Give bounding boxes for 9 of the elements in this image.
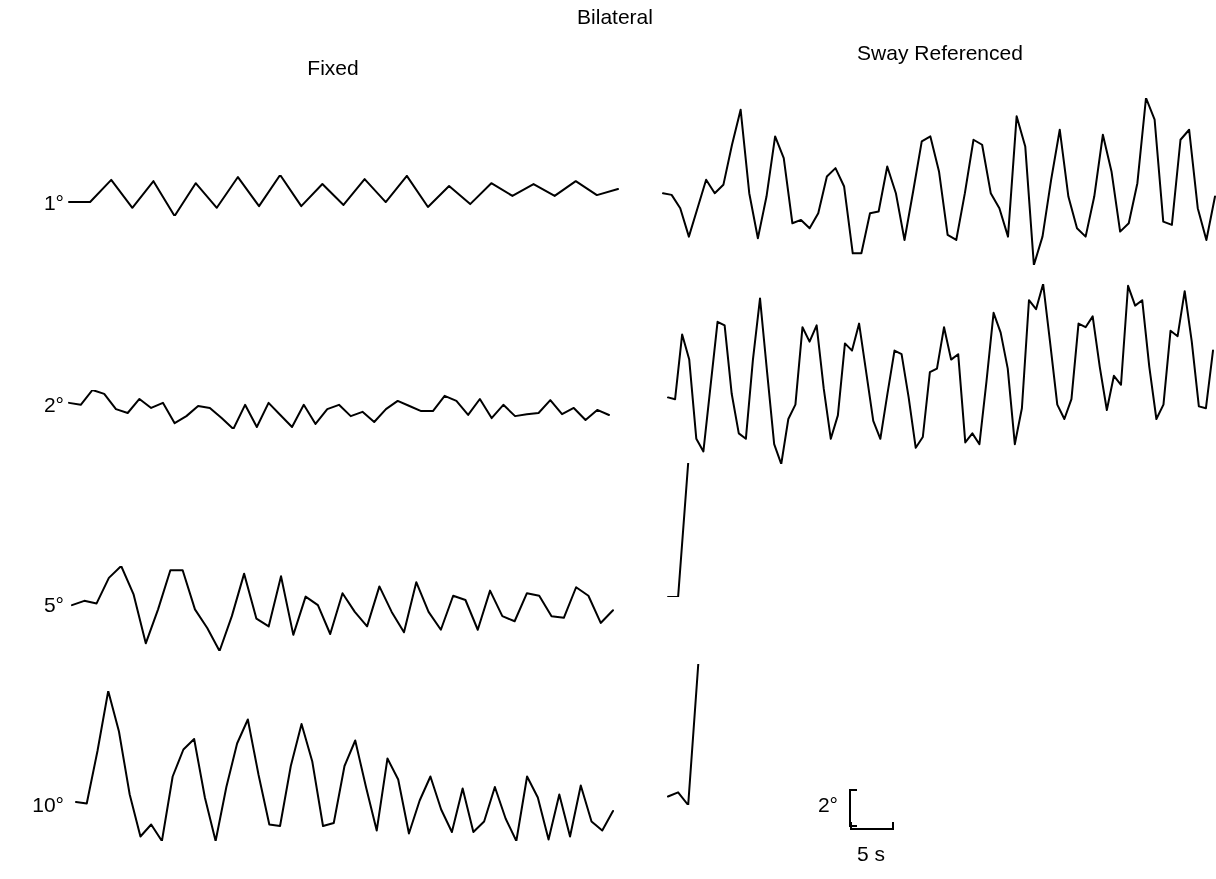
chart-title: Bilateral [577, 5, 653, 28]
y-axis-title: 1° [43, 191, 64, 214]
chart-subtitle: Fixed [307, 56, 359, 79]
text: 5 s [856, 842, 886, 865]
y-axis-title: 2° [43, 393, 64, 416]
y-axis-title: 10° [32, 793, 64, 816]
chart-subtitle: Sway Referenced [857, 41, 1023, 64]
annotation: 2° [817, 793, 838, 816]
y-axis-title: 5° [43, 593, 64, 616]
